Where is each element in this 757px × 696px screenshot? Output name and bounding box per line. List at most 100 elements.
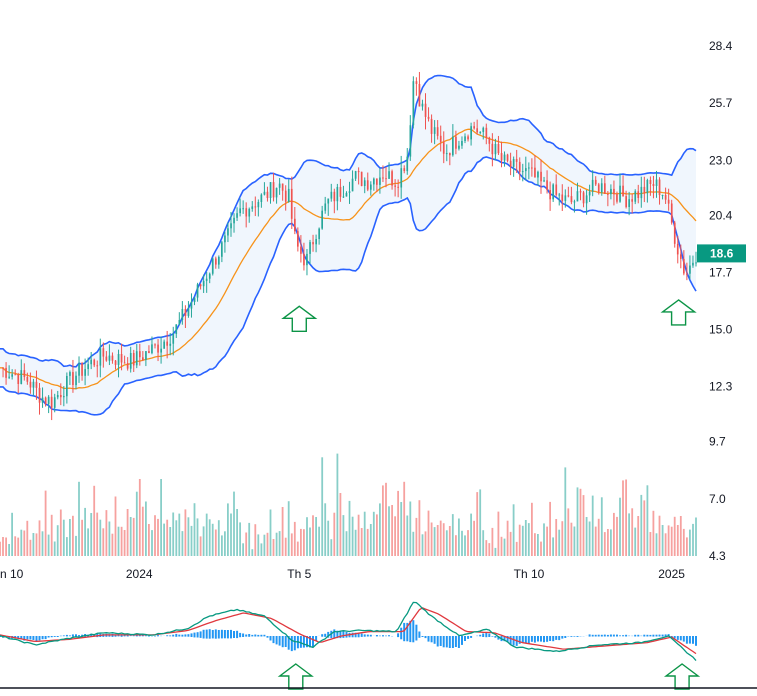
volume-bar [412, 532, 414, 556]
volume-bar [394, 516, 396, 556]
candle-body [258, 202, 260, 207]
price-tick-label: 4.3 [709, 549, 726, 563]
macd-histogram-bar [224, 630, 226, 638]
macd-histogram-bar [415, 625, 417, 641]
macd-histogram-bar [449, 636, 451, 648]
volume-bar [303, 529, 305, 556]
candle-body [255, 206, 257, 207]
macd-histogram-bar [686, 636, 688, 644]
volume-bar [239, 522, 241, 556]
candle-body [641, 187, 643, 198]
volume-bar [315, 517, 317, 556]
macd-histogram-bar [29, 636, 31, 640]
candle-body [100, 348, 102, 365]
candle-body [51, 397, 53, 408]
volume-bar [513, 504, 515, 556]
volume-bar [419, 500, 421, 556]
candle-body [634, 191, 636, 201]
volume-bar [112, 534, 114, 556]
volume-bar [376, 514, 378, 556]
candle-body [242, 208, 244, 209]
volume-bar [230, 514, 232, 557]
candle-body [352, 179, 354, 192]
up-arrow-icon [280, 664, 312, 689]
volume-bar [406, 516, 408, 557]
volume-bar [203, 526, 205, 556]
volume-bar [458, 519, 460, 557]
macd-histogram-bar [206, 630, 208, 639]
macd-histogram-bar [342, 631, 344, 638]
candle-body [87, 364, 89, 369]
candle-body [507, 155, 509, 161]
macd-histogram-bar [370, 635, 372, 637]
macd-histogram-bar [282, 636, 284, 647]
macd-histogram-bar [683, 636, 685, 642]
candle-body [677, 244, 679, 255]
volume-bar [598, 519, 600, 556]
bollinger-band [0, 76, 696, 415]
volume-bar [543, 523, 545, 556]
candle-body [416, 81, 418, 84]
candle-body [601, 183, 603, 192]
volume-bar [194, 503, 196, 556]
macd-histogram-bar [248, 634, 250, 637]
macd-histogram-bar [32, 636, 34, 640]
volume-bar [245, 533, 247, 557]
macd-histogram-bar [452, 636, 454, 648]
candle-body [160, 349, 162, 353]
candle-body [133, 353, 135, 365]
volume-bar [306, 517, 308, 556]
volume-bar [571, 523, 573, 556]
volume-bar [218, 520, 220, 556]
volume-bar [2, 537, 4, 556]
macd-histogram-bar [616, 635, 618, 637]
volume-bar [133, 518, 135, 556]
volume-bar [686, 537, 688, 556]
candle-body [236, 213, 238, 218]
candle-body [60, 395, 62, 397]
candle-body [561, 195, 563, 201]
candle-body [175, 324, 177, 334]
time-tick-label: Th 5 [287, 567, 311, 581]
price-tick-label: 20.4 [709, 208, 733, 222]
candle-body [613, 189, 615, 194]
macd-histogram-bar [677, 636, 679, 640]
volume-bar [388, 506, 390, 556]
candle-body [45, 398, 47, 404]
macd-histogram-bar [263, 635, 265, 637]
candle-body [69, 372, 71, 376]
candle-body [157, 345, 159, 353]
volume-bar [501, 537, 503, 556]
volume-bar [695, 518, 697, 557]
candle-body [337, 187, 339, 201]
macd-histogram-bar [212, 630, 214, 638]
volume-bar [650, 532, 652, 556]
volume-bar [33, 533, 35, 556]
macd-histogram-bar [312, 636, 314, 647]
candle-body [592, 180, 594, 192]
bollinger-fill [0, 76, 696, 415]
candle-body [270, 182, 272, 198]
volume-bar [236, 509, 238, 556]
volume-bar [391, 505, 393, 556]
candle-body [318, 229, 320, 239]
candle-body [689, 266, 691, 274]
macd-histogram-bar [437, 636, 439, 647]
macd-histogram-bar [537, 636, 539, 642]
volume-bar [267, 533, 269, 556]
volume-bar [403, 482, 405, 556]
candle-body [194, 298, 196, 303]
candle-body [568, 195, 570, 196]
macd-histogram-bar [230, 630, 232, 639]
macd-histogram-bar [434, 636, 436, 644]
volume-bar [574, 527, 576, 557]
macd-histogram-bar [66, 635, 68, 637]
macd-histogram-bar [619, 635, 621, 636]
candle-body [282, 184, 284, 191]
candle-body [489, 138, 491, 144]
macd-histogram-bar [634, 635, 636, 637]
volume-bar [54, 542, 56, 557]
volume-bar [604, 532, 606, 556]
volume-bar [674, 517, 676, 556]
